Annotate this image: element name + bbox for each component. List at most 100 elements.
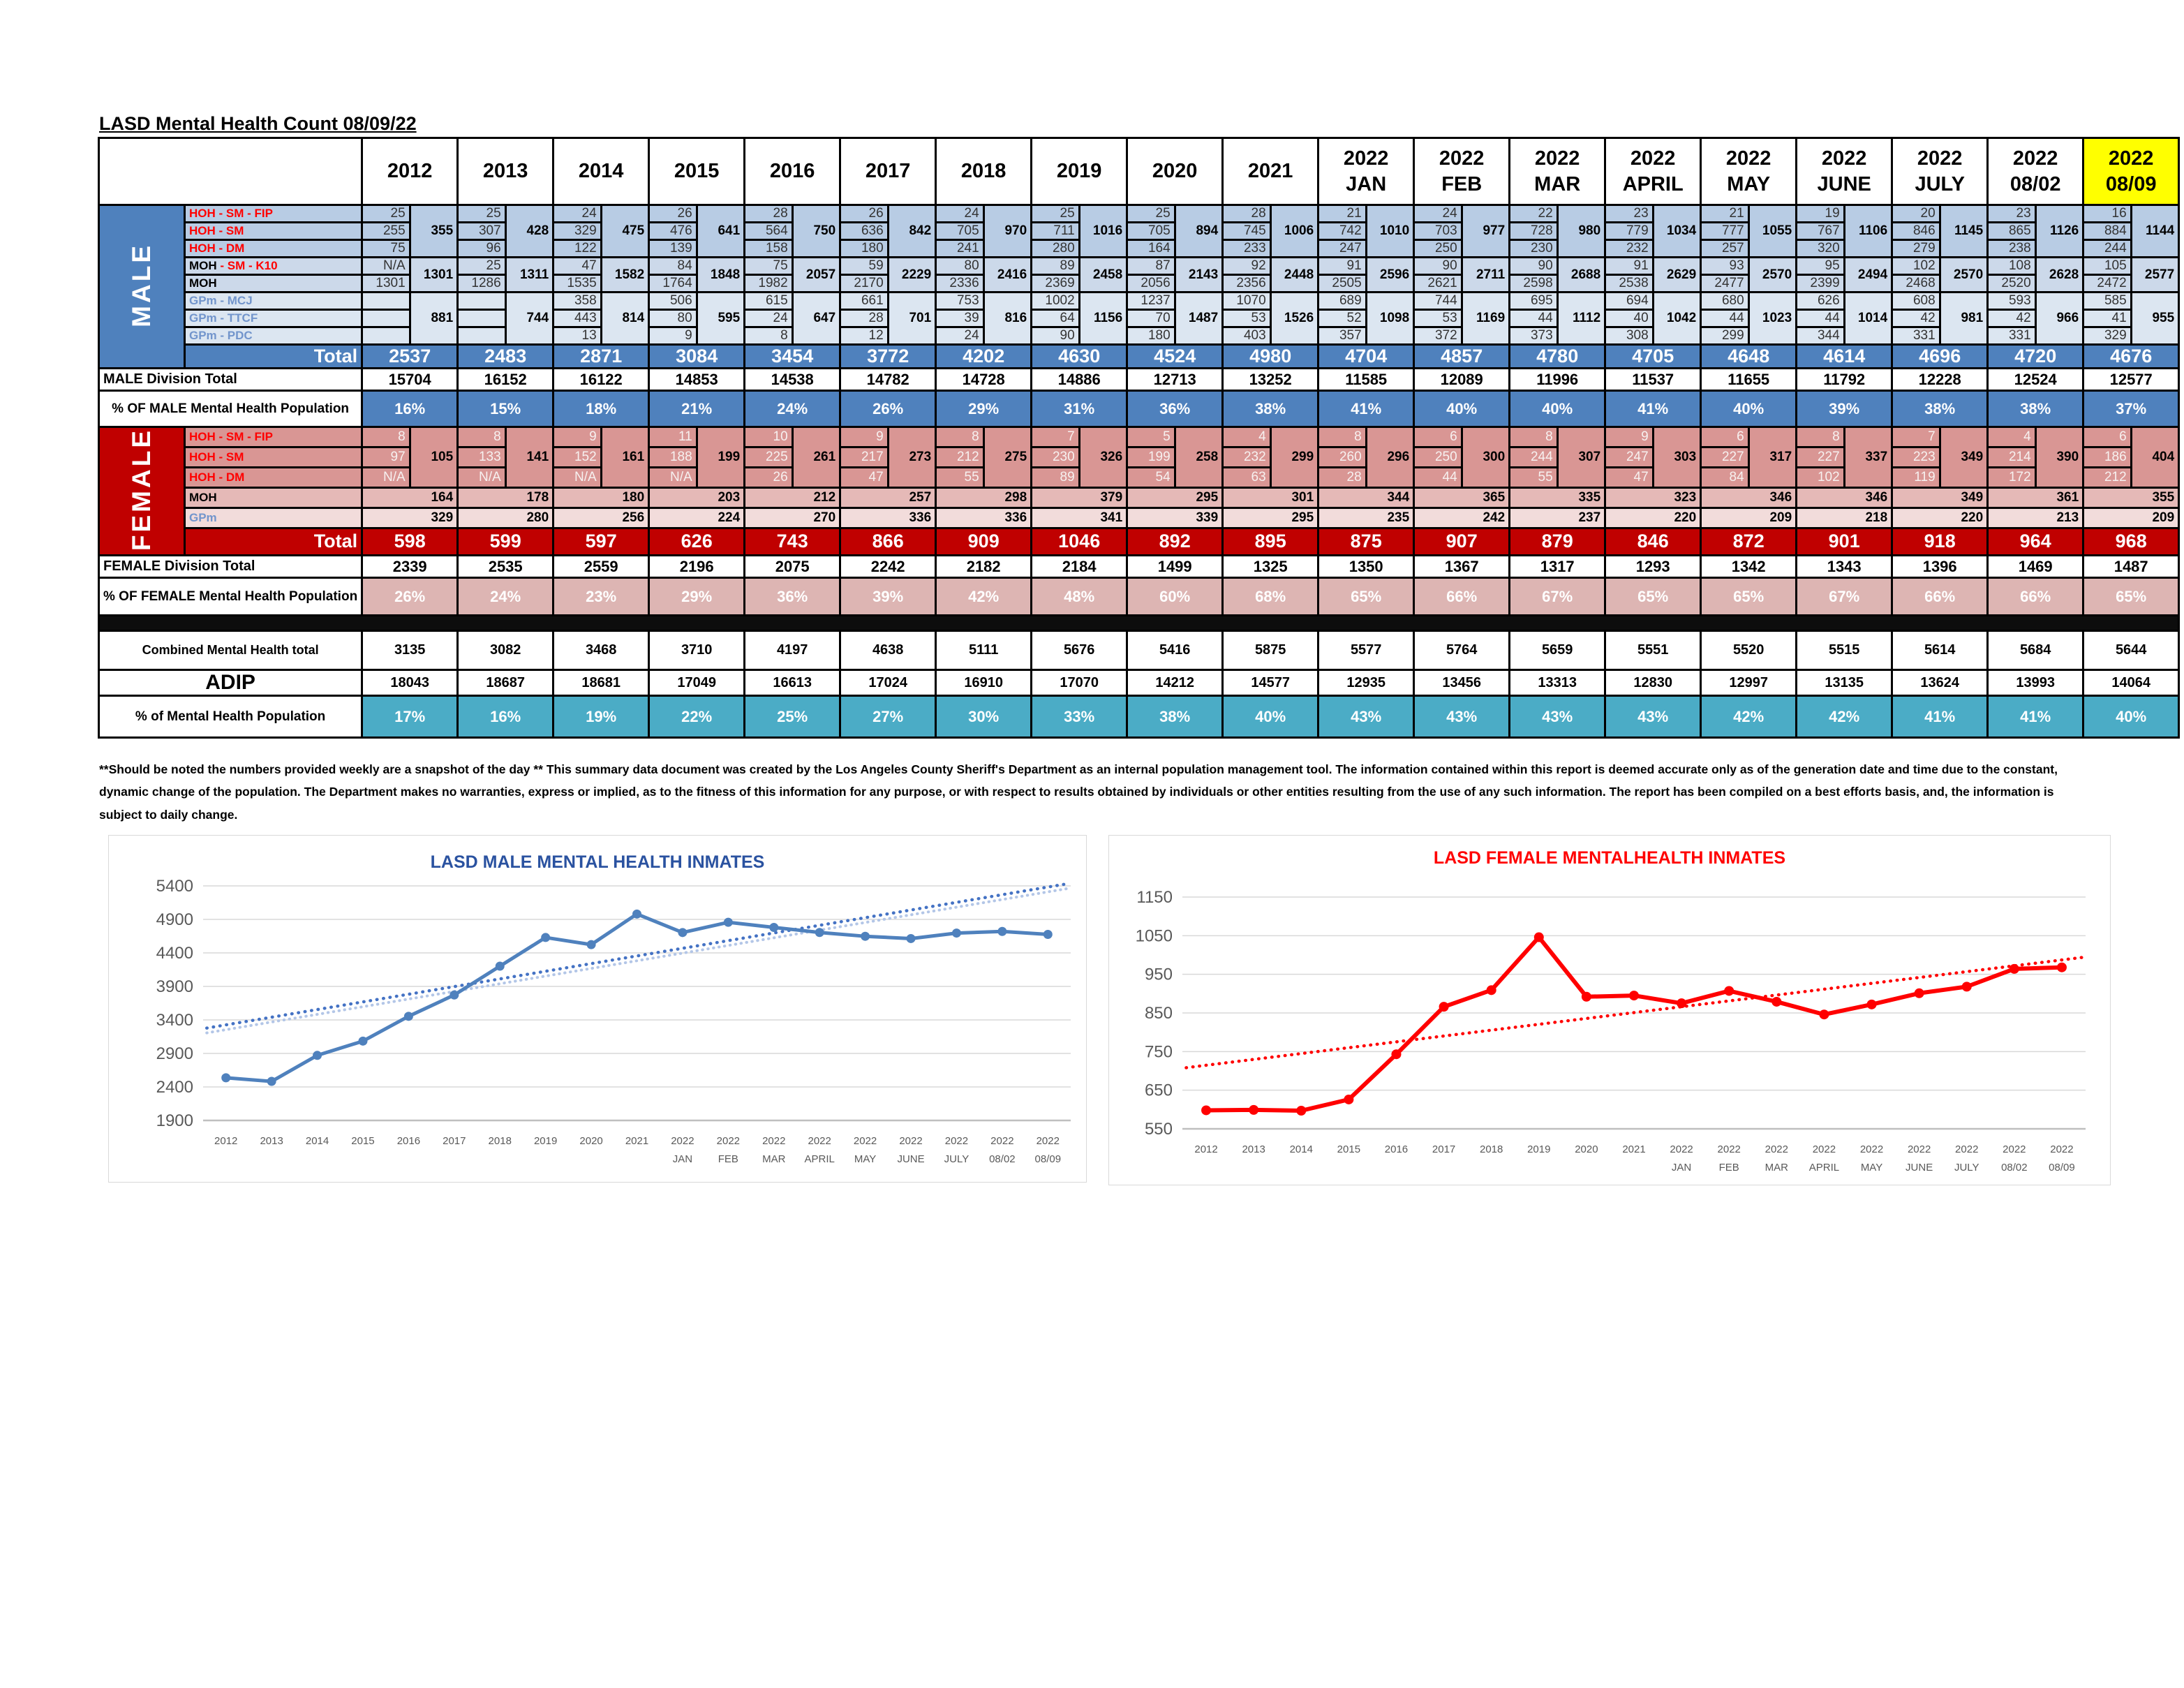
svg-text:2012: 2012 xyxy=(1194,1143,1217,1155)
table-cell: 279 xyxy=(1891,239,1941,258)
table-cell: 89 xyxy=(1030,466,1080,489)
table-cell: 728 xyxy=(1508,221,1559,241)
female-pct-cell: 68% xyxy=(1221,577,1320,617)
table-cell: 92 xyxy=(1221,256,1272,276)
table-cell: 744 xyxy=(1413,291,1463,311)
table-cell: 680 xyxy=(1700,291,1750,311)
male-division-cell: 14853 xyxy=(648,367,746,392)
male-total-cell: 2483 xyxy=(456,343,555,369)
male-division-label: MALE Division Total xyxy=(97,367,364,392)
svg-text:JULY: JULY xyxy=(944,1153,970,1165)
subtotal-cell: 2494 xyxy=(1843,256,1894,293)
adip-cell: 18687 xyxy=(456,669,555,697)
female-division-cell: 1367 xyxy=(1413,554,1511,579)
svg-text:4900: 4900 xyxy=(156,910,193,929)
subtotal-cell: 355 xyxy=(408,204,459,258)
subtotal-cell: 273 xyxy=(886,426,937,489)
svg-text:2019: 2019 xyxy=(1527,1143,1550,1155)
svg-text:2022: 2022 xyxy=(1765,1143,1788,1155)
table-cell: 19 xyxy=(1795,204,1845,223)
table-cell: 694 xyxy=(1604,291,1654,311)
table-cell: 11 xyxy=(648,426,698,448)
table-cell: 28 xyxy=(839,309,889,328)
table-cell: 615 xyxy=(743,291,794,311)
table-cell: 80 xyxy=(935,256,985,276)
table-cell: 5 xyxy=(1126,426,1176,448)
subtotal-cell: 894 xyxy=(1173,204,1224,258)
table-cell: 1070 xyxy=(1221,291,1272,311)
total-pct-cell: 42% xyxy=(1795,695,1894,739)
table-cell: 90 xyxy=(1030,326,1080,346)
male-division-cell: 14886 xyxy=(1030,367,1129,392)
row-label: GPm - TTCF xyxy=(183,309,364,328)
total-pct-cell: 41% xyxy=(1891,695,1989,739)
table-cell: 295 xyxy=(1126,486,1224,509)
table-cell: 443 xyxy=(552,309,602,328)
table-cell: 257 xyxy=(1700,239,1750,258)
svg-text:2022: 2022 xyxy=(2050,1143,2073,1155)
disclaimer-text: **Should be noted the numbers provided w… xyxy=(99,762,2058,822)
male-pct-cell: 37% xyxy=(2082,390,2181,428)
female-total-cell: 599 xyxy=(456,526,555,557)
table-cell: 373 xyxy=(1508,326,1559,346)
table-cell: 2472 xyxy=(2082,274,2132,293)
subtotal-cell: 2143 xyxy=(1173,256,1224,293)
female-total-cell: 872 xyxy=(1700,526,1798,557)
table-cell xyxy=(456,309,507,328)
table-cell: 172 xyxy=(1986,466,2037,489)
table-cell: 365 xyxy=(1413,486,1511,509)
table-cell: 244 xyxy=(1508,445,1559,468)
subtotal-cell: 1169 xyxy=(1460,291,1511,346)
female-chart-svg: 550 650 750 850 950 1050 1150 2012 2013 2014 2015 2… xyxy=(1136,848,2086,1174)
svg-text:2022: 2022 xyxy=(762,1135,785,1147)
female-division-cell: 1325 xyxy=(1221,554,1320,579)
table-cell: 8 xyxy=(361,426,411,448)
table-cell: 8 xyxy=(1317,426,1367,448)
table-cell: 47 xyxy=(1604,466,1654,489)
svg-text:1150: 1150 xyxy=(1136,888,1173,907)
subtotal-cell: 977 xyxy=(1460,204,1511,258)
male-total-cell: 4614 xyxy=(1795,343,1894,369)
total-pct-cell: 22% xyxy=(648,695,746,739)
total-pct-cell: 40% xyxy=(1221,695,1320,739)
table-cell: 1301 xyxy=(361,274,411,293)
table-cell: 238 xyxy=(1986,239,2037,258)
male-division-cell: 14538 xyxy=(743,367,842,392)
table-cell: 242 xyxy=(1413,506,1511,529)
female-pct-cell: 65% xyxy=(1700,577,1798,617)
table-cell: 97 xyxy=(361,445,411,468)
table-cell: 53 xyxy=(1413,309,1463,328)
table-cell: 22 xyxy=(1508,204,1559,223)
subtotal-cell: 842 xyxy=(886,204,937,258)
table-cell: 64 xyxy=(1030,309,1080,328)
svg-text:2016: 2016 xyxy=(397,1135,420,1147)
table-cell: 16 xyxy=(2082,204,2132,223)
table-cell: 1764 xyxy=(648,274,698,293)
female-band: FEMALE xyxy=(98,425,186,557)
male-division-cell: 11655 xyxy=(1700,367,1798,392)
combined-cell: 5515 xyxy=(1795,630,1894,672)
table-cell: 308 xyxy=(1604,326,1654,346)
table-cell: 4 xyxy=(1986,426,2037,448)
subtotal-cell: 475 xyxy=(600,204,651,258)
table-cell: 164 xyxy=(1126,239,1176,258)
table-cell: 42 xyxy=(1891,309,1941,328)
table-cell: 96 xyxy=(456,239,507,258)
subtotal-cell: 1126 xyxy=(2034,204,2085,258)
table-cell: 636 xyxy=(839,221,889,241)
svg-text:2013: 2013 xyxy=(260,1135,283,1147)
male-total-cell: 4630 xyxy=(1030,343,1129,369)
svg-text:2022: 2022 xyxy=(854,1135,877,1147)
table-cell: 247 xyxy=(1317,239,1367,258)
male-pct-cell: 38% xyxy=(1986,390,2085,428)
table-cell: 593 xyxy=(1986,291,2037,311)
female-total-cell: 892 xyxy=(1126,526,1224,557)
adip-cell: 17024 xyxy=(839,669,937,697)
svg-text:APRIL: APRIL xyxy=(805,1153,835,1165)
table-cell xyxy=(456,326,507,346)
table-cell: 10 xyxy=(743,426,794,448)
table-cell: 626 xyxy=(1795,291,1845,311)
svg-text:2015: 2015 xyxy=(351,1135,374,1147)
subtotal-cell: 2416 xyxy=(982,256,1033,293)
female-division-cell: 1343 xyxy=(1795,554,1894,579)
